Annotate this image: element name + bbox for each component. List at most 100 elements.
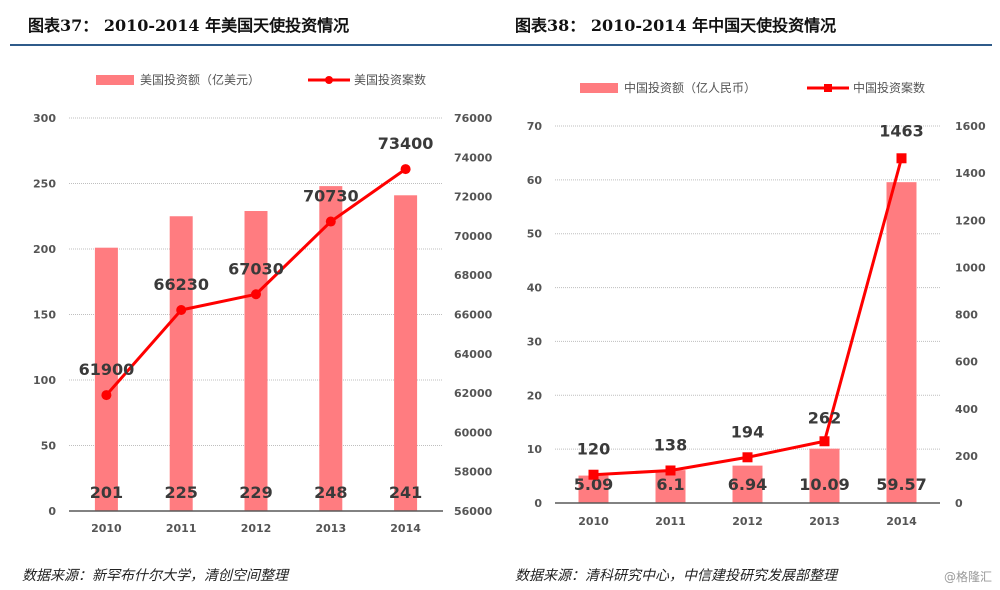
left-right-axis-tick: 58000 [454, 466, 493, 479]
left-line-value-label: 67030 [228, 259, 284, 278]
right-bar [886, 182, 917, 503]
right-x-axis-tick: 2014 [886, 515, 917, 528]
left-line-marker [325, 216, 336, 227]
left-line-value-label: 73400 [378, 134, 434, 153]
right-x-axis-tick: 2011 [655, 515, 686, 528]
right-line-marker [819, 436, 830, 447]
right-line-value-label: 1463 [879, 121, 924, 140]
right-line-marker [588, 469, 599, 480]
right-right-axis-tick: 600 [955, 356, 978, 369]
left-line-value-label: 61900 [79, 360, 135, 379]
left-line-marker [400, 164, 411, 175]
right-right-axis-tick: 200 [955, 450, 978, 463]
left-right-axis-tick: 74000 [454, 151, 493, 164]
right-line-marker [742, 452, 753, 463]
right-left-axis-tick: 0 [534, 497, 542, 510]
left-line-marker [101, 390, 112, 401]
left-source-note: 数据来源：新罕布什尔大学，清创空间整理 [22, 568, 288, 584]
right-left-axis-tick: 20 [527, 389, 543, 402]
right-line-value-label: 138 [654, 435, 687, 454]
right-bar-value-label: 6.1 [656, 475, 684, 494]
left-right-axis-tick: 64000 [454, 348, 493, 361]
right-left-axis-tick: 70 [527, 120, 543, 133]
right-bar-value-label: 59.57 [876, 475, 927, 494]
left-x-axis-tick: 2011 [166, 522, 197, 535]
right-right-axis-tick: 400 [955, 403, 978, 416]
right-bar-value-label: 6.94 [728, 475, 767, 494]
watermark: @格隆汇 [943, 570, 992, 584]
right-bar-value-label: 5.09 [574, 475, 613, 494]
right-bar-value-label: 10.09 [799, 475, 850, 494]
left-right-axis-tick: 66000 [454, 309, 493, 322]
right-title-rule [500, 44, 992, 46]
left-legend-bar-label: 美国投资额（亿美元） [140, 72, 260, 87]
left-bar-value-label: 229 [239, 483, 272, 502]
right-chart-title: 图表38： 2010-2014 年中国天使投资情况 [515, 16, 837, 35]
left-bar [244, 211, 268, 511]
left-bar [394, 195, 418, 512]
right-legend-line-marker [824, 84, 832, 92]
right-right-axis-tick: 1200 [955, 214, 986, 227]
right-bar [809, 448, 840, 503]
left-left-axis-tick: 250 [33, 178, 56, 191]
left-bar [94, 247, 118, 511]
left-right-axis-tick: 60000 [454, 426, 493, 439]
right-line-value-label: 194 [731, 422, 764, 441]
left-line-value-label: 70730 [303, 187, 359, 206]
left-line-marker [176, 304, 187, 315]
right-left-axis-tick: 60 [527, 174, 543, 187]
left-x-axis-tick: 2012 [241, 522, 272, 535]
right-line-marker [896, 153, 907, 164]
right-bar [732, 465, 763, 503]
left-right-axis-tick: 76000 [454, 112, 493, 125]
left-right-axis-tick: 56000 [454, 505, 493, 518]
left-bar-value-label: 225 [164, 483, 197, 502]
left-x-axis-tick: 2014 [390, 522, 421, 535]
right-source-note: 数据来源：清科研究中心，中信建投研究发展部整理 [515, 568, 837, 584]
left-x-axis-tick: 2013 [315, 522, 346, 535]
left-left-axis-tick: 150 [33, 309, 56, 322]
right-legend-line-label: 中国投资案数 [853, 80, 925, 95]
right-left-axis-tick: 50 [527, 228, 543, 241]
left-title-rule [10, 44, 500, 46]
left-bar-value-label: 241 [389, 483, 422, 502]
left-left-axis-tick: 50 [41, 440, 57, 453]
right-legend-bar-swatch [580, 83, 618, 93]
left-legend-line-label: 美国投资案数 [354, 72, 426, 87]
left-right-axis-tick: 62000 [454, 387, 493, 400]
left-bar [169, 216, 193, 511]
left-left-axis-tick: 0 [48, 505, 56, 518]
right-line-value-label: 120 [577, 440, 610, 459]
left-bar-value-label: 201 [90, 483, 123, 502]
left-bar [319, 186, 343, 511]
right-x-axis-tick: 2010 [578, 515, 609, 528]
left-right-axis-tick: 70000 [454, 230, 493, 243]
left-bar-value-label: 248 [314, 483, 347, 502]
right-right-axis-tick: 1400 [955, 167, 986, 180]
left-left-axis-tick: 100 [33, 374, 56, 387]
right-left-axis-tick: 10 [527, 443, 543, 456]
right-bar [578, 475, 609, 503]
right-left-axis-tick: 30 [527, 335, 543, 348]
left-chart-title: 图表37： 2010-2014 年美国天使投资情况 [28, 16, 350, 35]
right-x-axis-tick: 2013 [809, 515, 840, 528]
left-left-axis-tick: 300 [33, 112, 56, 125]
right-bar [655, 470, 686, 503]
left-right-axis-tick: 72000 [454, 191, 493, 204]
left-line-value-label: 66230 [153, 275, 209, 294]
left-legend-line-marker [325, 76, 333, 84]
right-right-axis-tick: 1000 [955, 261, 986, 274]
left-right-axis-tick: 68000 [454, 269, 493, 282]
right-right-axis-tick: 0 [955, 497, 963, 510]
right-right-axis-tick: 1600 [955, 120, 986, 133]
right-x-axis-tick: 2012 [732, 515, 763, 528]
left-x-axis-tick: 2010 [91, 522, 122, 535]
right-line-marker [665, 465, 676, 476]
right-right-axis-tick: 800 [955, 309, 978, 322]
right-left-axis-tick: 40 [527, 282, 543, 295]
left-legend-bar-swatch [96, 75, 134, 85]
left-left-axis-tick: 200 [33, 243, 56, 256]
right-legend-bar-label: 中国投资额（亿人民币） [624, 80, 756, 95]
left-line-marker [251, 289, 261, 300]
